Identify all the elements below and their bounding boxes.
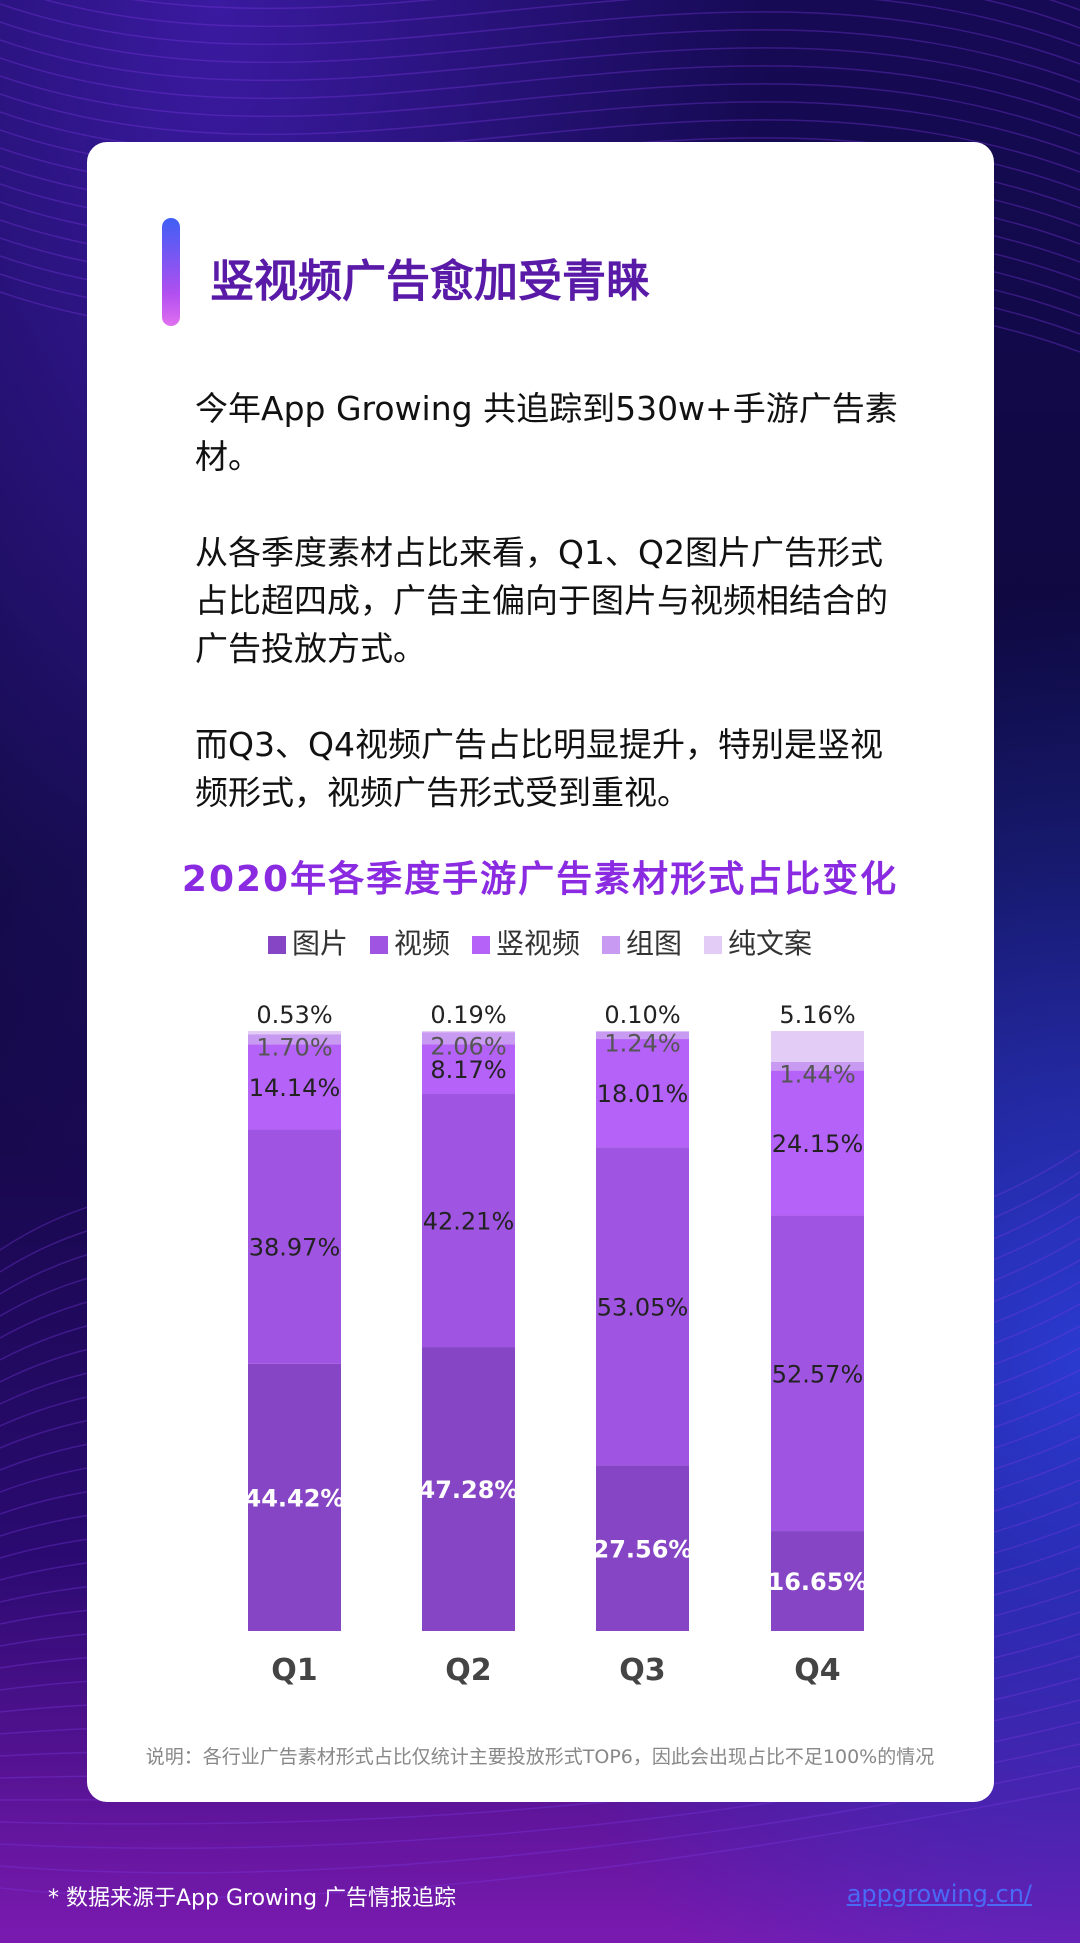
chart-note: 说明：各行业广告素材形式占比仅统计主要投放形式TOP6，因此会出现占比不足100… [145,1746,935,1768]
data-label: 1.44% [779,1060,855,1088]
bar-segment-Q4-竖视频 [771,1070,864,1216]
wave-line [43,0,1080,47]
legend-swatch [602,936,620,954]
legend-label: 竖视频 [495,927,580,960]
page-title: 竖视频广告愈加受青睐 [210,256,650,307]
bar-segment-Q1-纯文案 [248,1031,341,1035]
data-label: 2.06% [430,1032,506,1060]
bar-segment-Q4-视频 [771,1215,864,1532]
data-source: * 数据来源于App Growing 广告情报追踪 [48,1886,457,1911]
data-label: 14.14% [249,1074,341,1102]
wave-line [0,1787,1080,1898]
bar-segment-Q2-视频 [422,1093,515,1348]
bar-segment-Q3-组图 [596,1031,689,1040]
data-label: 18.01% [597,1080,689,1108]
data-label: 53.05% [597,1293,689,1321]
bar-segment-Q1-视频 [248,1129,341,1364]
x-tick-label: Q2 [445,1653,491,1688]
data-label: 0.10% [604,1001,680,1029]
chart-title: 2020年各季度手游广告素材形式占比变化 [181,859,899,900]
bar-segment-Q3-竖视频 [596,1039,689,1148]
data-label: 16.65% [768,1568,868,1596]
bar-segment-Q3-纯文案 [596,1031,689,1032]
data-label: 24.15% [772,1130,864,1158]
chart-legend: 图片 视频 竖视频 组图 纯文案 [0,922,1080,962]
bar-segment-Q3-图片 [596,1465,689,1631]
data-label: 27.56% [593,1535,693,1563]
legend-label: 组图 [626,927,683,960]
legend-label: 视频 [393,927,450,960]
x-tick-label: Q4 [794,1653,840,1688]
data-label: 52.57% [772,1360,864,1388]
paragraph: 从各季度素材占比来看，Q1、Q2图片广告形式占比超四成，广告主偏向于图片与视频相… [195,533,888,668]
legend-swatch [267,936,286,954]
legend-label: 纯文案 [728,927,813,960]
legend-swatch [369,936,388,954]
wave-line [0,3,1080,65]
wave-line [131,0,1080,29]
data-label: 0.53% [256,1001,332,1029]
legend-item: 视频 [369,922,450,962]
wave-line [0,39,1080,101]
bar-segment-Q1-图片 [248,1363,341,1631]
bar-segment-Q1-组图 [248,1034,341,1045]
bar-segment-Q2-图片 [422,1347,515,1631]
data-label: 0.19% [430,1001,506,1029]
data-label: 1.24% [604,1029,680,1057]
data-label: 5.16% [779,1001,855,1029]
wave-line [0,21,1080,83]
bar-segment-Q2-组图 [422,1032,515,1045]
wave-line [0,57,1080,119]
data-label: 42.21% [423,1207,515,1235]
x-tick-label: Q1 [271,1653,317,1688]
website-link[interactable]: appgrowing.cn/ [846,1880,1032,1908]
legend-swatch [704,936,723,954]
title-accent-bar [162,218,180,326]
data-label: 38.97% [249,1234,341,1262]
bar-segment-Q4-图片 [771,1531,864,1631]
wave-line [0,75,1080,137]
paragraph: 而Q3、Q4视频广告占比明显提升，特别是竖视频形式，视频广告形式受到重视。 [195,725,883,812]
data-label: 44.42% [245,1484,345,1512]
wave-line [0,93,1080,155]
legend-item: 纯文案 [704,922,812,962]
bar-segment-Q4-纯文案 [771,1031,864,1062]
data-label: 47.28% [419,1476,519,1504]
legend-label: 图片 [291,927,348,960]
x-tick-label: Q3 [619,1653,665,1688]
bar-segment-Q3-视频 [596,1147,689,1466]
bar-segment-Q4-组图 [771,1061,864,1071]
bar-segment-Q1-竖视频 [248,1044,341,1130]
legend-item: 组图 [602,922,682,962]
bar-segment-Q2-竖视频 [422,1044,515,1094]
data-label: 1.70% [256,1033,332,1061]
data-label: 8.17% [430,1056,506,1084]
stacked-bar-chart: 44.42% 38.97% 14.14% 1.70% 0.53% Q1 47.28% 42.2… [245,1001,868,1688]
legend-item: 图片 [267,922,348,962]
legend-item: 竖视频 [471,922,580,962]
bar-segment-Q2-纯文案 [422,1031,515,1033]
paragraph: 今年App Growing 共追踪到530w+手游广告素材。 [195,389,898,476]
legend-swatch [471,936,490,954]
body-text: 今年App Growing 共追踪到530w+手游广告素材。 从各季度素材占比来… [195,385,915,865]
